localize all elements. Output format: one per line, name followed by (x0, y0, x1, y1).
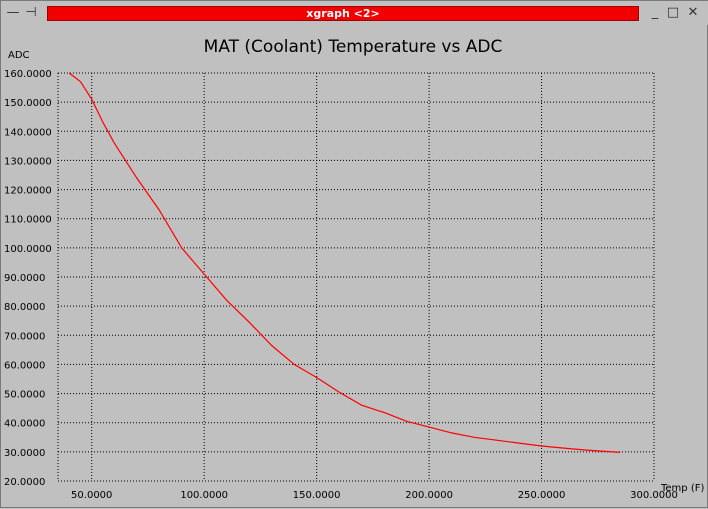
series-line (68, 72, 621, 453)
y-tick-label: 30.0000 (4, 448, 45, 459)
chart-title: MAT (Coolant) Temperature vs ADC (204, 37, 503, 57)
y-tick-label: 130.0000 (4, 156, 52, 167)
y-tick-label: 100.0000 (4, 244, 52, 255)
title-highlight: xgraph <2> (47, 6, 639, 21)
y-tick-label: 150.0000 (4, 98, 52, 109)
y-axis-label: ADC (8, 50, 30, 61)
grid (57, 72, 655, 482)
tick-labels: 20.0000 30.0000 40.0000 50.0000 60.0000 70.00… (4, 69, 678, 501)
y-tick-label: 160.0000 (4, 69, 52, 80)
y-tick-label: 40.0000 (4, 419, 45, 430)
y-tick-label: 70.0000 (4, 331, 45, 342)
y-tick-label: 50.0000 (4, 390, 45, 401)
x-axis-label: Temp (F) (660, 483, 704, 494)
close-button[interactable]: ✕ (687, 5, 699, 20)
y-tick-label: 80.0000 (4, 302, 45, 313)
y-tick-label: 90.0000 (4, 273, 45, 284)
series (68, 72, 621, 453)
y-tick-label: 140.0000 (4, 127, 52, 138)
line-chart: MAT (Coolant) Temperature vs ADC ADC Tem… (4, 37, 704, 501)
window-menu-icon[interactable]: — (6, 5, 20, 20)
x-tick-label: 200.0000 (405, 490, 453, 501)
y-tick-label: 60.0000 (4, 360, 45, 371)
title-bar[interactable]: — ⊣ xgraph <2> _ □ ✕ (1, 1, 708, 25)
x-tick-label: 300.0000 (630, 490, 678, 501)
x-tick-label: 50.0000 (71, 490, 112, 501)
x-tick-label: 100.0000 (180, 490, 228, 501)
maximize-button[interactable]: □ (666, 5, 680, 20)
x-tick-label: 250.0000 (518, 490, 566, 501)
y-tick-label: 120.0000 (4, 186, 52, 197)
window-title: xgraph <2> (306, 7, 380, 20)
x-tick-label: 150.0000 (293, 490, 341, 501)
y-tick-label: 20.0000 (4, 477, 45, 488)
y-tick-label: 110.0000 (4, 215, 52, 226)
pin-icon[interactable]: ⊣ (25, 5, 37, 20)
minimize-button[interactable]: _ (651, 5, 659, 20)
